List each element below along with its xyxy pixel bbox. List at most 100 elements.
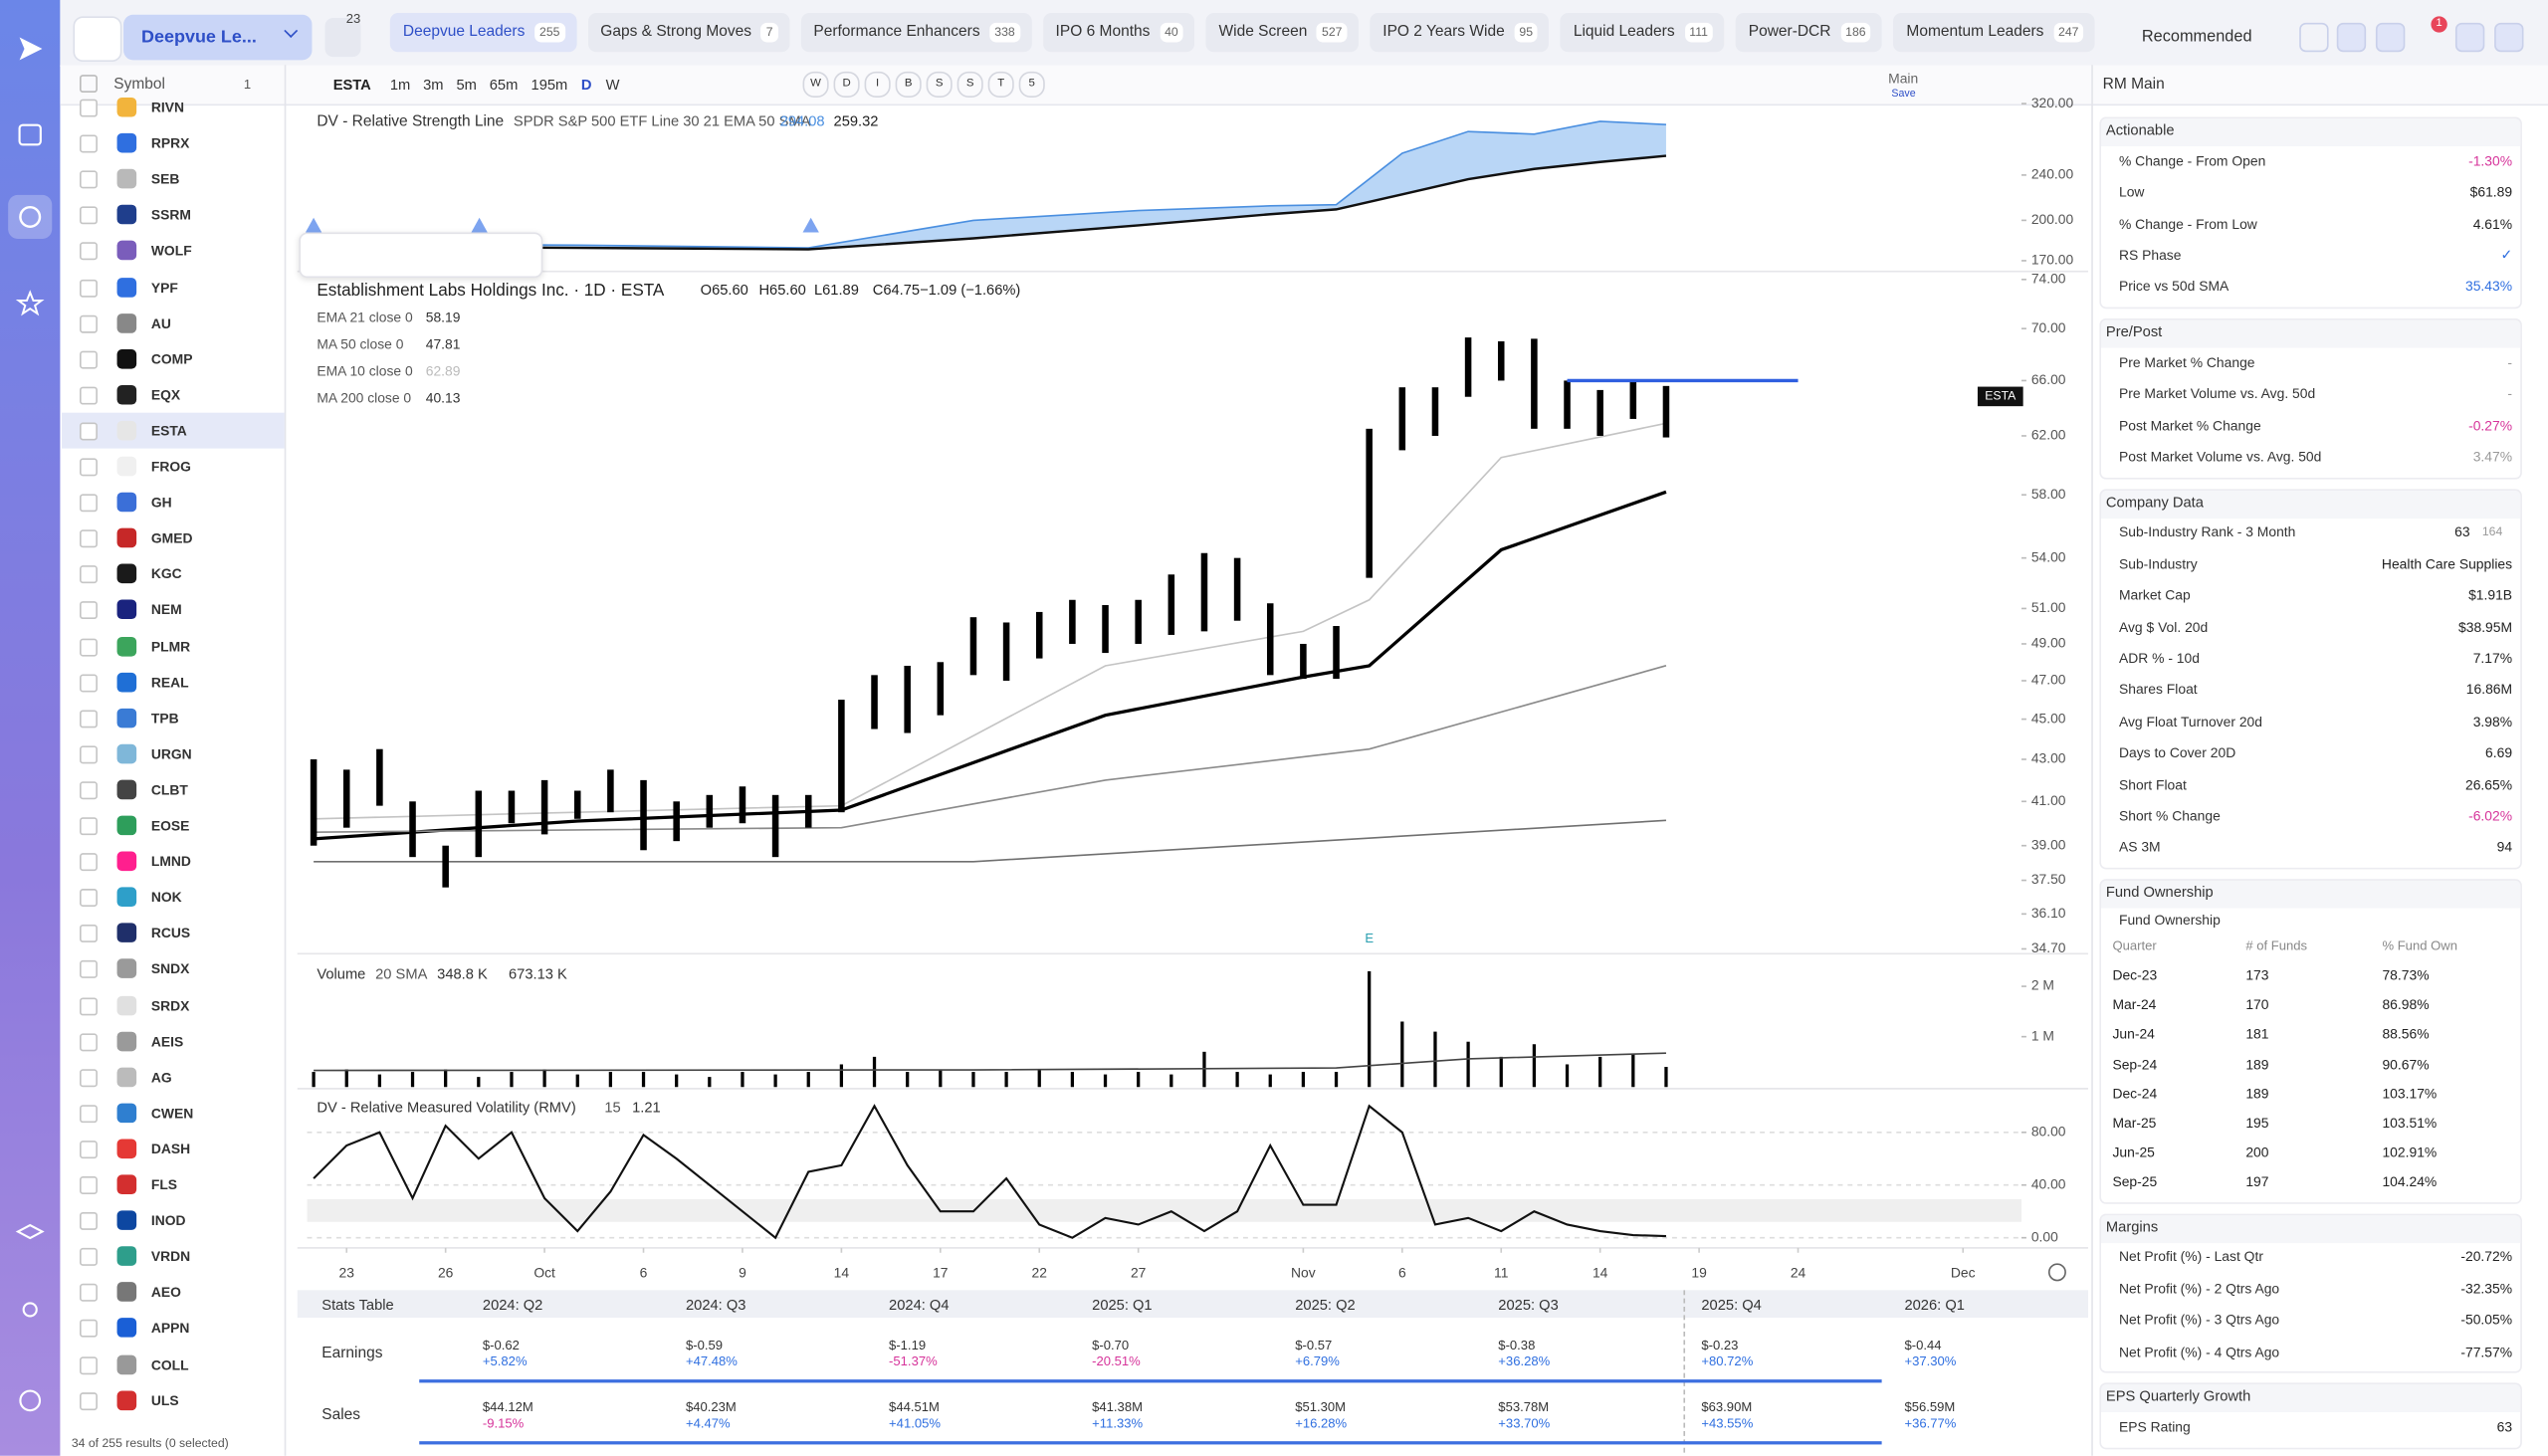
marker-toggle[interactable]: D <box>833 71 860 98</box>
filter-button[interactable] <box>324 17 361 58</box>
watchlist-symbol[interactable]: CWEN <box>150 1104 194 1122</box>
row-checkbox[interactable] <box>79 925 98 943</box>
row-checkbox[interactable] <box>79 458 98 477</box>
watchlist-symbol[interactable]: REAL <box>150 673 189 691</box>
watchlist-symbol[interactable]: FLS <box>150 1176 178 1193</box>
row-checkbox[interactable] <box>79 565 98 584</box>
nav-icon[interactable] <box>18 123 42 146</box>
row-checkbox[interactable] <box>79 781 98 800</box>
nav-icon[interactable] <box>15 290 45 316</box>
interval-button[interactable]: 65m <box>489 76 519 94</box>
watchlist-tab[interactable]: Performance Enhancers 338 <box>800 13 1032 53</box>
toolbar-icon[interactable] <box>2494 22 2524 53</box>
watchlist-symbol[interactable]: ULS <box>150 1391 179 1408</box>
watchlist-symbol[interactable]: RIVN <box>150 99 184 115</box>
watchlist-symbol[interactable]: GMED <box>150 529 193 546</box>
toolbar-icon[interactable] <box>2375 22 2406 53</box>
row-checkbox[interactable] <box>79 242 98 261</box>
watchlist-symbol[interactable]: VRDN <box>150 1248 191 1265</box>
watchlist-symbol[interactable]: EQX <box>150 386 181 403</box>
row-checkbox[interactable] <box>79 1320 98 1339</box>
marker-toggle[interactable]: T <box>987 71 1014 98</box>
watchlist-symbol[interactable]: URGN <box>150 745 192 762</box>
watchlist-tab[interactable]: IPO 6 Months 40 <box>1042 13 1195 53</box>
watchlist-symbol[interactable]: SEB <box>150 170 180 188</box>
watchlist-symbol[interactable]: AG <box>150 1068 172 1086</box>
row-checkbox[interactable] <box>79 889 98 908</box>
watchlist-tab[interactable]: Momentum Leaders 247 <box>1893 13 2095 53</box>
row-checkbox[interactable] <box>79 206 98 225</box>
watchlist-symbol[interactable]: FROG <box>150 458 191 475</box>
watchlist-symbol[interactable]: COMP <box>150 350 193 367</box>
watchlist-tab[interactable]: Power-DCR 186 <box>1735 13 1882 53</box>
toolbar-icon[interactable] <box>2336 22 2367 53</box>
watchlist-tab[interactable]: IPO 2 Years Wide 95 <box>1370 13 1550 53</box>
watchlist-symbol[interactable]: PLMR <box>150 637 191 655</box>
watchlist-symbol[interactable]: DASH <box>150 1140 191 1157</box>
row-checkbox[interactable] <box>79 422 98 441</box>
watchlist-symbol[interactable]: INOD <box>150 1212 186 1229</box>
layout-save[interactable]: Save <box>1891 88 1916 101</box>
watchlist-symbol[interactable]: KGC <box>150 565 182 582</box>
watchlist-symbol[interactable]: CLBT <box>150 781 188 798</box>
interval-button[interactable]: 3m <box>423 76 444 94</box>
interval-button[interactable]: 195m <box>531 76 568 94</box>
watchlist-symbol[interactable]: SRDX <box>150 996 190 1013</box>
row-checkbox[interactable] <box>79 1068 98 1087</box>
row-checkbox[interactable] <box>79 601 98 620</box>
watchlist-symbol[interactable]: RPRX <box>150 134 190 151</box>
row-checkbox[interactable] <box>79 494 98 513</box>
row-checkbox[interactable] <box>79 1032 98 1051</box>
interval-button[interactable]: 5m <box>456 76 477 94</box>
nav-active[interactable] <box>8 194 53 239</box>
search-button[interactable] <box>73 16 122 63</box>
row-checkbox[interactable] <box>79 314 98 333</box>
watchlist-symbol[interactable]: YPF <box>150 278 178 296</box>
watchlist-symbol[interactable]: EOSE <box>150 817 190 834</box>
watchlist-symbol[interactable]: COLL <box>150 1355 189 1372</box>
row-checkbox[interactable] <box>79 996 98 1015</box>
row-checkbox[interactable] <box>79 745 98 764</box>
row-checkbox[interactable] <box>79 960 98 979</box>
watchlist-symbol[interactable]: GH <box>150 494 172 511</box>
row-checkbox[interactable] <box>79 853 98 872</box>
watchlist-symbol[interactable]: TPB <box>150 709 179 727</box>
nav-icon[interactable] <box>19 1389 42 1412</box>
row-checkbox[interactable] <box>79 386 98 405</box>
watchlist-symbol[interactable]: AEIS <box>150 1032 184 1050</box>
interval-button[interactable]: 1m <box>389 76 411 94</box>
watchlist-symbol[interactable]: AEO <box>150 1284 181 1301</box>
row-checkbox[interactable] <box>79 673 98 692</box>
watchlist-symbol[interactable]: AU <box>150 314 171 331</box>
panel-title[interactable]: RM Main <box>2102 75 2165 94</box>
watchlist-tab[interactable]: Liquid Leaders 111 <box>1560 13 1725 53</box>
nav-icon[interactable] <box>22 1302 38 1318</box>
marker-toggle[interactable]: S <box>956 71 983 98</box>
watchlist-symbol[interactable]: WOLF <box>150 242 192 260</box>
sort-dropdown[interactable]: Recommended <box>2141 28 2252 47</box>
watchlist-symbol[interactable]: NOK <box>150 889 182 906</box>
marker-toggle[interactable]: B <box>895 71 922 98</box>
marker-toggle[interactable]: S <box>926 71 953 98</box>
toolbar-icon[interactable] <box>2299 22 2329 53</box>
row-checkbox[interactable] <box>79 1140 98 1158</box>
marker-toggle[interactable]: 5 <box>1018 71 1045 98</box>
watchlist-tab[interactable]: Deepvue Leaders 255 <box>389 13 576 53</box>
row-checkbox[interactable] <box>79 1212 98 1231</box>
watchlist-symbol[interactable]: RCUS <box>150 925 191 941</box>
interval-button[interactable]: D <box>580 76 592 94</box>
row-checkbox[interactable] <box>79 709 98 728</box>
row-checkbox[interactable] <box>79 1104 98 1123</box>
watchlist-tab[interactable]: Gaps & Strong Moves 7 <box>587 13 789 53</box>
watchlist-tab[interactable]: Wide Screen 527 <box>1205 13 1359 53</box>
interval-button[interactable]: W <box>605 76 620 94</box>
watchlist-dropdown[interactable]: Deepvue Le... <box>123 14 313 61</box>
row-checkbox[interactable] <box>79 637 98 656</box>
row-checkbox[interactable] <box>79 170 98 189</box>
row-checkbox[interactable] <box>79 1355 98 1374</box>
row-checkbox[interactable] <box>79 278 98 297</box>
toolbar-icon[interactable] <box>2454 22 2485 53</box>
watchlist-symbol[interactable]: ESTA <box>150 422 187 439</box>
watchlist-symbol[interactable]: LMND <box>150 853 191 870</box>
row-checkbox[interactable] <box>79 1391 98 1410</box>
